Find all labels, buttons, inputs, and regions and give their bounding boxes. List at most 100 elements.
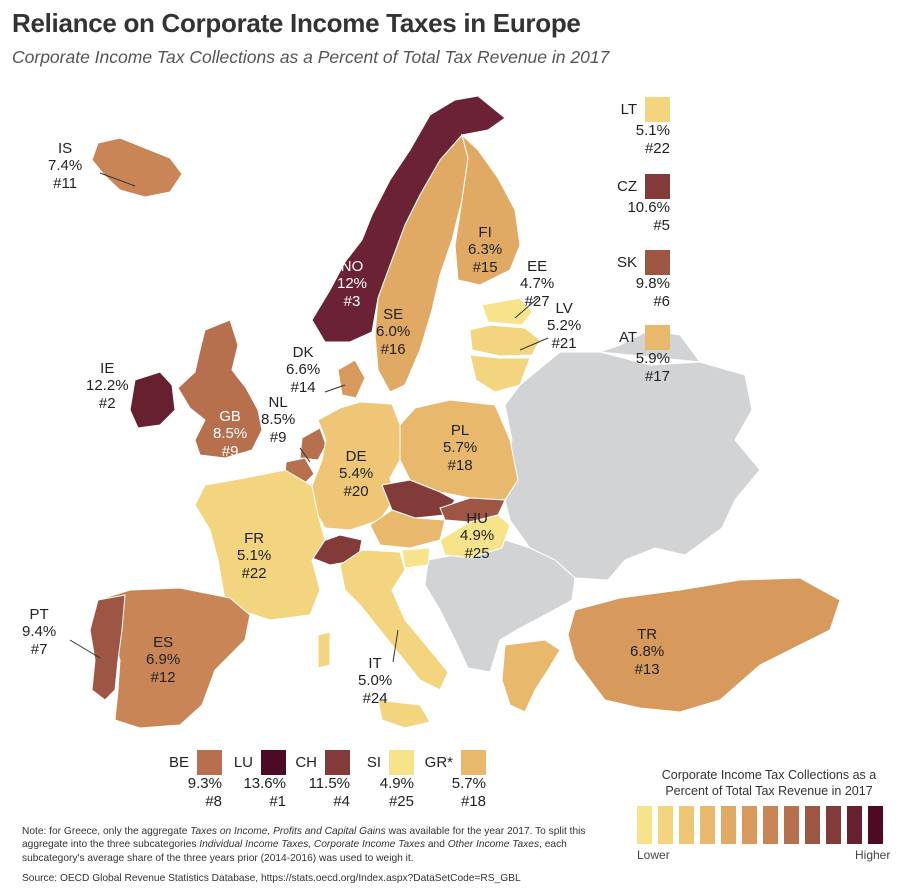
callout-lu-rank: #1 [269,792,286,810]
note-part-7: , each subcategory's average share of th… [22,839,567,864]
callout-gr-code: GR* [424,753,453,771]
label-pl-pct: 5.7% [443,439,478,457]
label-gb-pct: 8.5% [213,425,248,443]
sweden-shape [374,133,469,393]
callout-lu: LU 13.6% #1 [226,750,286,810]
label-se-code: SE [383,306,404,323]
callout-cz: CZ 10.6% #5 [600,174,670,234]
callout-gr-swatch [461,750,486,775]
callout-at-swatch [645,325,670,350]
callout-gr-pct: 5.7% [451,775,486,792]
germany-shape [311,401,401,531]
ee-leader [514,297,539,319]
callout-be-swatch [197,750,222,775]
france-shape [194,469,326,621]
is-leader [99,172,136,187]
color-scale-box [868,806,883,844]
color-scale-box [679,806,694,844]
label-tr-rank: #13 [634,660,660,678]
label-pt-pct: 9.4% [22,623,57,641]
hungary-shape [439,514,511,559]
callout-at-pct: 5.9% [635,350,670,367]
label-pt-rank: #7 [30,640,48,658]
label-fr-code: FR [244,530,265,547]
latvia-shape [469,324,541,357]
netherlands-shape [299,427,327,461]
callout-at-rank: #17 [644,367,670,385]
label-fi-pct: 6.3% [468,241,503,259]
label-lv-code: LV [555,300,573,317]
callout-si: SI 4.9% #25 [354,750,414,810]
callout-be: BE 9.3% #8 [158,750,222,810]
label-it: IT 5.0% #24 [358,655,392,707]
label-is: IS 7.4% #11 [48,140,82,192]
legend-title-line2: Percent of Total Tax Revenue in 2017 [665,784,873,799]
callout-lt-rank: #22 [644,139,670,157]
label-hu-pct: 4.9% [460,527,495,545]
callout-lt-swatch [645,97,670,122]
color-scale-box [826,806,841,844]
label-de: DE 5.4% #20 [339,448,373,500]
label-de-code: DE [345,448,367,465]
label-ee-pct: 4.7% [520,275,555,293]
label-is-rank: #11 [53,174,78,192]
label-de-rank: #20 [343,482,369,500]
label-fr-pct: 5.1% [237,547,272,565]
label-se-rank: #16 [380,340,406,358]
label-pt: PT 9.4% #7 [22,606,56,658]
callout-be-pct: 9.3% [187,775,222,792]
label-ie-pct: 12.2% [86,377,129,395]
color-scale-box [658,806,673,844]
callout-si-rank: #25 [388,792,414,810]
legend-low-label: Lower [637,848,670,862]
legend-high-label: Higher [855,848,891,862]
note-part-3: was available for the year 2017. To spli… [22,826,586,851]
label-nl-code: NL [268,394,288,411]
callout-sk: SK 9.8% #6 [600,250,670,310]
callout-sk-pct: 9.8% [635,275,670,292]
label-fr-rank: #22 [241,564,267,582]
callout-lt-pct: 5.1% [635,122,670,139]
dk-leader [324,384,346,393]
nl-leader [299,447,311,463]
chart-subtitle: Corporate Income Tax Collections as a Pe… [12,47,610,67]
label-is-code: IS [58,140,73,157]
label-ee-code: EE [527,258,548,275]
color-scale-box [805,806,820,844]
turkey-shape [567,577,841,713]
label-hu: HU 4.9% #25 [460,510,494,562]
color-scale-box [721,806,736,844]
callout-ch-pct: 11.5% [308,775,350,792]
label-fr: FR 5.1% #22 [237,530,271,582]
slovenia-shape [401,547,431,569]
lithuania-shape [469,354,531,393]
russia-belarus-ukraine-shape [499,351,761,581]
label-pt-code: PT [29,606,49,623]
label-se: SE 6.0% #16 [376,306,410,358]
callout-si-pct: 4.9% [379,775,414,792]
label-ie-code: IE [100,360,115,377]
source-line: Source: OECD Global Revenue Statistics D… [22,873,521,884]
callout-at-code: AT [618,328,637,346]
label-dk-pct: 6.6% [286,361,321,379]
label-it-rank: #24 [362,689,388,707]
label-tr-pct: 6.8% [630,643,665,661]
label-nl-pct: 8.5% [261,411,296,429]
label-ee-rank: #27 [524,292,550,310]
label-no-rank: #3 [343,292,361,310]
label-es-rank: #12 [150,668,176,686]
label-no-code: NO [340,258,364,275]
label-se-pct: 6.0% [376,323,411,341]
label-fi-rank: #15 [472,258,498,276]
label-dk: DK 6.6% #14 [286,344,320,396]
color-scale-box [847,806,862,844]
label-ie: IE 12.2% #2 [86,360,129,412]
label-hu-rank: #25 [464,544,490,562]
label-gb-rank: #9 [221,442,239,460]
label-es-pct: 6.9% [146,651,181,669]
callout-sk-swatch [645,250,670,275]
color-scale-box [637,806,652,844]
callout-ch-code: CH [295,753,317,771]
label-pl-rank: #18 [447,456,473,474]
